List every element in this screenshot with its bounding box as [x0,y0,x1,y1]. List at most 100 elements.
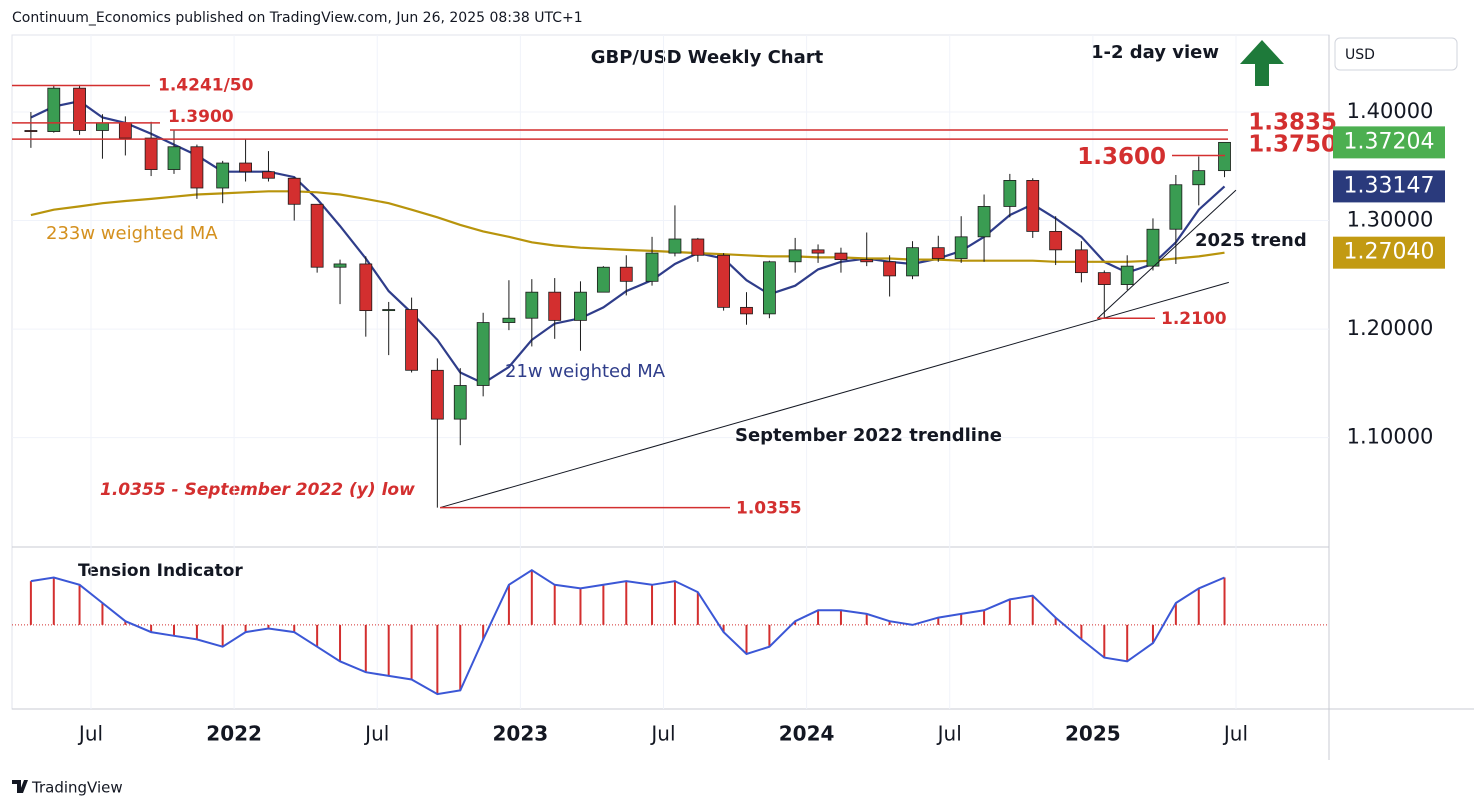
candle-body [239,162,252,173]
level-label: 1.3750 [1248,132,1337,158]
indicator-bar [839,610,842,625]
candle-body [73,87,86,131]
x-tick-label: Jul [1222,722,1248,746]
candle-body [1026,180,1040,232]
indicator-bar [960,613,963,625]
candle-body [740,306,753,315]
indicator-bar [1031,595,1034,625]
candle-body [645,252,659,282]
candle-body [717,254,730,308]
candle-body [1120,265,1134,285]
x-tick-label: Jul [649,722,675,746]
candle-body [405,309,418,371]
indicator-bar [507,584,510,625]
indicator-bar [316,624,319,647]
indicator-bar [888,621,891,625]
price-tag [1333,236,1445,269]
footer-logo: TradingView [12,779,123,797]
indicator-bar [436,624,439,695]
x-tick-label: Jul [936,722,962,746]
y-tick-label: 1.10000 [1347,425,1434,449]
y-tick-label: 1.30000 [1347,208,1434,232]
indicator-bar [983,610,986,625]
indicator-bar [150,624,153,633]
indicator-bar [364,624,367,673]
level-label: 1.4241/50 [158,75,254,95]
indicator-bar [865,613,868,625]
level-label: 1.3835 [1248,109,1337,135]
candle-body [167,146,181,170]
indicator-bar [195,624,198,640]
indicator-bar [745,624,748,654]
candle-body [96,122,109,131]
candle-body [788,249,802,263]
candle-body [47,87,61,132]
grid [12,35,1329,709]
indicator-bar [579,588,582,625]
indicator-bar [173,624,176,636]
indicator-bar [696,592,699,625]
trendline [1097,189,1237,319]
indicator-bar [410,624,413,680]
price-tag [1333,126,1445,159]
candle-body [287,177,301,205]
candle-body [190,146,204,189]
candle-body [359,263,373,312]
ma-label: 233w weighted MA [46,223,218,244]
x-tick-label: Jul [77,722,103,746]
level-label: 1.2100 [1161,309,1227,329]
indicator-bar [625,581,628,625]
indicator-bar [1197,588,1200,625]
candle-body [333,263,347,268]
indicator-bar [673,581,676,625]
indicator-bar [1080,624,1083,640]
indicator-bar [794,621,797,625]
currency-box[interactable] [1334,37,1458,71]
candle-body [1075,249,1088,274]
x-tick-label: 2023 [493,722,549,746]
y-tick-label: 1.20000 [1347,316,1434,340]
candle-body [860,259,874,263]
candle-body [144,137,158,170]
candle-body [216,162,230,189]
indicator-bar [293,624,296,633]
candle-body [1097,272,1111,285]
indicator-bar [1103,624,1106,658]
indicator-bar [651,584,654,625]
candle-body [931,247,945,259]
candle-body [834,252,848,261]
trendline [440,281,1229,509]
plot-frame [11,34,1330,710]
indicator-bar [124,621,127,625]
candle-body [502,317,516,323]
indicator-bar [1223,577,1226,625]
header: Continuum_Economics published on Trading… [12,10,583,26]
level-label: 1.0355 [736,499,802,519]
indicator-bar [553,584,556,625]
indicator-bar [722,624,725,633]
candle-body [619,266,633,282]
level-label: 1.3900 [168,107,234,127]
indicator-bar [244,624,247,633]
candle-body [596,266,610,293]
indicator-bar [267,624,270,629]
ma-label: 21w weighted MA [505,361,666,382]
indicator-line [30,569,1225,696]
candle-body [24,130,38,132]
price-tag-label: 1.27040 [1344,240,1435,265]
candle-body [453,385,467,420]
indicator-bar [459,624,462,691]
candle-body [525,291,539,319]
indicator-bar [29,581,32,625]
low-note: 1.0355 - September 2022 (y) low [100,480,415,500]
candle-body [310,203,324,268]
currency: USD [1345,47,1375,63]
x-tick-label: 2024 [779,722,835,746]
candle-body [977,206,991,238]
candle-body [1146,228,1160,267]
x-tick-label: 2025 [1065,722,1121,746]
trendline-label: September 2022 trendline [735,425,1002,446]
footer: TradingView [31,779,123,797]
indicator-name: Tension Indicator [78,561,243,581]
